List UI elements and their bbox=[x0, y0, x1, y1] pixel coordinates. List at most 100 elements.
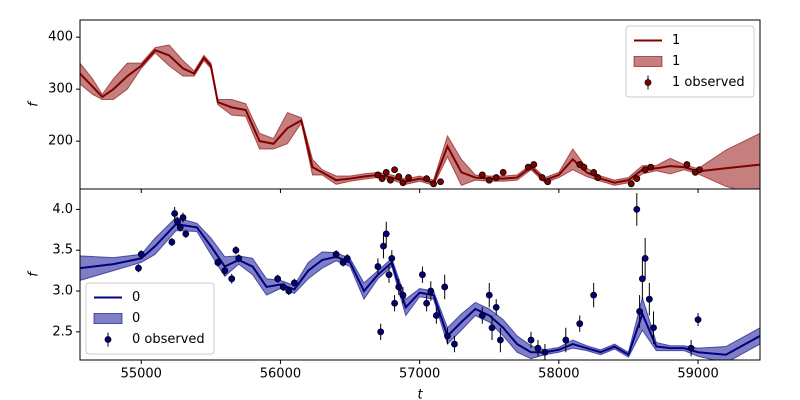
observed-point bbox=[382, 168, 390, 176]
observed-point bbox=[395, 173, 403, 180]
observed-point bbox=[638, 275, 646, 283]
observed-point bbox=[541, 348, 549, 356]
observed-point bbox=[171, 210, 179, 217]
observed-point bbox=[228, 275, 236, 283]
legend-label: 0 observed bbox=[132, 332, 205, 347]
observed-point bbox=[650, 324, 657, 332]
observed-point bbox=[423, 175, 431, 183]
observed-point bbox=[279, 283, 287, 291]
observed-point bbox=[534, 344, 542, 352]
observed-point bbox=[388, 254, 396, 262]
x-tick-label: 56000 bbox=[260, 367, 301, 382]
y-tick-label: 2.5 bbox=[52, 324, 73, 339]
observed-point bbox=[378, 175, 386, 183]
observed-point bbox=[478, 171, 486, 179]
observed-point bbox=[137, 250, 145, 258]
observed-point bbox=[590, 168, 598, 176]
observed-point bbox=[485, 291, 493, 299]
observed-point bbox=[647, 163, 655, 171]
legend-label: 0 bbox=[132, 290, 140, 305]
observed-point bbox=[524, 163, 532, 171]
y-tick-label: 3.0 bbox=[52, 284, 73, 299]
observed-point bbox=[544, 178, 552, 186]
y-axis-label: f bbox=[27, 100, 42, 107]
y-tick-label: 200 bbox=[48, 134, 73, 149]
observed-point bbox=[380, 242, 387, 250]
observed-point bbox=[391, 166, 398, 174]
observed-point bbox=[627, 180, 635, 188]
observed-point bbox=[339, 259, 347, 266]
x-tick-label: 57000 bbox=[399, 367, 440, 382]
confidence-band bbox=[80, 217, 760, 360]
plot-area bbox=[80, 193, 760, 360]
y-tick-label: 4.0 bbox=[52, 202, 73, 217]
observed-point bbox=[423, 299, 431, 307]
y-tick-label: 400 bbox=[48, 30, 73, 45]
observed-point bbox=[633, 206, 641, 213]
observed-point bbox=[492, 303, 500, 311]
observed-point bbox=[538, 174, 546, 181]
y-tick-label: 300 bbox=[48, 82, 73, 97]
observed-point bbox=[182, 230, 190, 238]
observed-point bbox=[399, 291, 407, 299]
observed-point bbox=[451, 340, 458, 348]
observed-point bbox=[499, 168, 507, 176]
observed-point bbox=[694, 316, 702, 323]
observed-point bbox=[176, 223, 184, 231]
observed-point bbox=[377, 328, 385, 336]
observed-point bbox=[441, 283, 449, 291]
observed-point bbox=[391, 299, 398, 307]
line bbox=[80, 223, 760, 357]
observed-point bbox=[168, 238, 176, 246]
observed-point bbox=[492, 174, 500, 181]
observed-point bbox=[590, 291, 598, 299]
legend-box bbox=[625, 25, 755, 98]
observed-point bbox=[343, 254, 351, 262]
observed-point bbox=[432, 312, 440, 319]
observed-point bbox=[387, 176, 394, 184]
observed-point bbox=[687, 344, 695, 352]
observed-point bbox=[221, 267, 229, 275]
observed-point bbox=[488, 324, 496, 332]
observed-point bbox=[382, 230, 390, 238]
legend-marker bbox=[644, 79, 652, 86]
observed-point bbox=[214, 259, 222, 266]
observed-point bbox=[232, 246, 240, 254]
legend-label: 1 bbox=[672, 33, 680, 48]
legend-label: 1 observed bbox=[672, 75, 745, 90]
observed-point bbox=[444, 332, 451, 340]
observed-point bbox=[430, 180, 437, 188]
legend-label: 1 bbox=[672, 54, 680, 69]
observed-point bbox=[641, 254, 649, 262]
plot-area bbox=[80, 44, 760, 189]
observed-point bbox=[696, 166, 703, 174]
observed-point bbox=[580, 163, 588, 171]
observed-point bbox=[174, 218, 181, 226]
observed-point bbox=[419, 271, 426, 279]
observed-point bbox=[576, 320, 584, 328]
observed-point bbox=[385, 271, 393, 279]
panel: 2.5 3.0 3.5 4.0 55000 56000 57000 58000 59000 f t 0… bbox=[27, 188, 761, 400]
legend-patch bbox=[93, 313, 123, 324]
observed-point bbox=[633, 175, 641, 183]
panel: 200 300 400 f 1 1 1 observed bbox=[27, 19, 761, 190]
x-tick-label: 59000 bbox=[677, 367, 718, 382]
observed-point bbox=[478, 312, 486, 319]
x-tick-label: 55000 bbox=[121, 367, 162, 382]
observed-point bbox=[641, 166, 649, 174]
observed-point bbox=[395, 283, 403, 291]
legend-patch bbox=[633, 56, 663, 67]
observed-point bbox=[496, 336, 504, 344]
legend-marker bbox=[104, 336, 112, 343]
observed-point bbox=[374, 171, 382, 179]
legend-box bbox=[85, 282, 215, 355]
legend: 1 1 1 observed bbox=[625, 25, 755, 98]
observed-point bbox=[235, 254, 243, 262]
observed-point bbox=[332, 250, 340, 258]
observed-point bbox=[683, 161, 691, 168]
observed-point bbox=[135, 264, 142, 272]
observed-point bbox=[290, 279, 298, 287]
observed-point bbox=[405, 174, 412, 181]
observed-point bbox=[636, 308, 643, 315]
